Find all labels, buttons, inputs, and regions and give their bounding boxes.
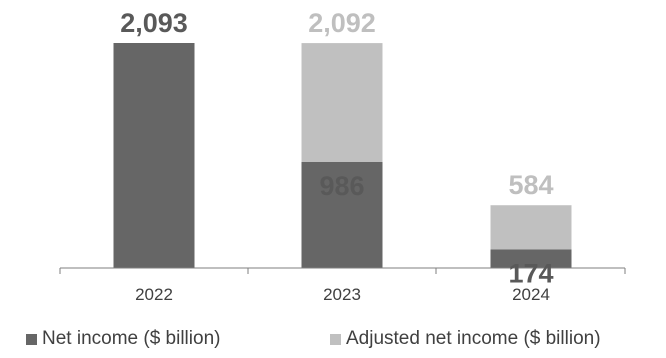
legend: Net income ($ billion) Adjusted net inco… [0,328,666,354]
bar-net-income-billion-2022 [113,43,195,268]
data-label-adjusted-net-income-billion-2024: 584 [508,170,553,200]
legend-item-adjusted-net-income: Adjusted net income ($ billion) [330,328,601,350]
x-tick-label-2022: 2022 [135,285,173,304]
x-tick-label-2023: 2023 [323,285,361,304]
data-label-net-income-billion-2022: 2,093 [120,8,188,38]
legend-label-adjusted-net-income: Adjusted net income ($ billion) [346,328,601,349]
data-label-net-income-billion-2023: 986 [319,171,364,201]
legend-label-net-income: Net income ($ billion) [42,328,221,349]
x-tick-label-2024: 2024 [512,285,550,304]
legend-item-net-income: Net income ($ billion) [26,328,220,350]
legend-swatch-adjusted-net-income [330,333,341,345]
bar-adjusted-net-income-billion-2024 [490,205,572,250]
data-label-net-income-billion-2024: 174 [508,258,553,288]
bar-net-income-billion-2024 [490,249,572,268]
bar-net-income-billion-2023 [301,162,383,268]
legend-swatch-net-income [26,333,37,345]
data-label-adjusted-net-income-billion-2023: 2,092 [308,8,376,38]
bar-adjusted-net-income-billion-2023 [301,43,383,163]
